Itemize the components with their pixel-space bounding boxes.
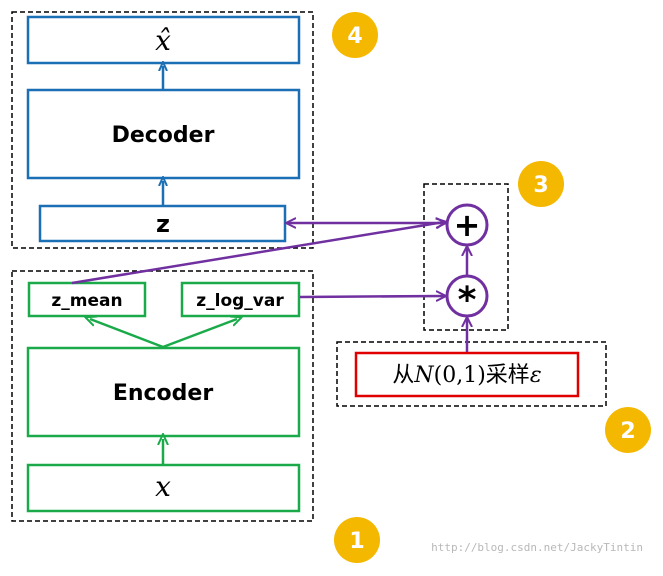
encoder-group-border (11, 270, 314, 522)
arrow-encoder-to-z-mean (90, 319, 164, 349)
badge-4 (332, 12, 378, 58)
plus-operator-symbol: + (454, 206, 481, 244)
badge-3-label: 3 (533, 173, 548, 198)
arrow-z-mean-to-plus (71, 222, 444, 285)
encoder-label: Encoder (113, 381, 214, 406)
times-operator-symbol: * (458, 280, 477, 321)
z-log-var-label: z_log_var (196, 291, 284, 311)
badge-4-label: 4 (347, 24, 362, 49)
sampler-label-eps: ε (530, 363, 542, 388)
sampler-label-prefix: 从 (392, 363, 414, 388)
input-box (26, 463, 301, 513)
encoder-box (26, 346, 301, 438)
output-label: x̂ (155, 24, 171, 57)
z-mean-label: z_mean (51, 291, 122, 311)
sampler-group-border (336, 341, 607, 407)
decoder-group-border (11, 11, 314, 249)
sampler-label-dist: N (413, 363, 434, 388)
sampler-label-params: (0,1) (434, 363, 486, 388)
badge-1-label: 1 (349, 529, 364, 554)
input-label: x (155, 470, 171, 503)
z-mean-box (27, 281, 147, 318)
decoder-label: Decoder (112, 123, 215, 148)
output-box (26, 15, 301, 65)
sampler-label: 从N(0,1)采样ε (392, 363, 541, 388)
badge-3 (518, 161, 564, 207)
badge-2-label: 2 (620, 419, 635, 444)
sampler-box (354, 351, 580, 398)
badge-2 (605, 407, 651, 453)
decoder-box (26, 88, 301, 180)
arrow-z-log-var-to-times (299, 296, 444, 297)
badge-1 (334, 517, 380, 563)
arrow-encoder-to-z-log-var (162, 319, 237, 349)
watermark: http://blog.csdn.net/JackyTintin (431, 541, 643, 554)
sampler-label-suffix: 采样 (486, 363, 530, 388)
z-label: z (156, 210, 170, 238)
